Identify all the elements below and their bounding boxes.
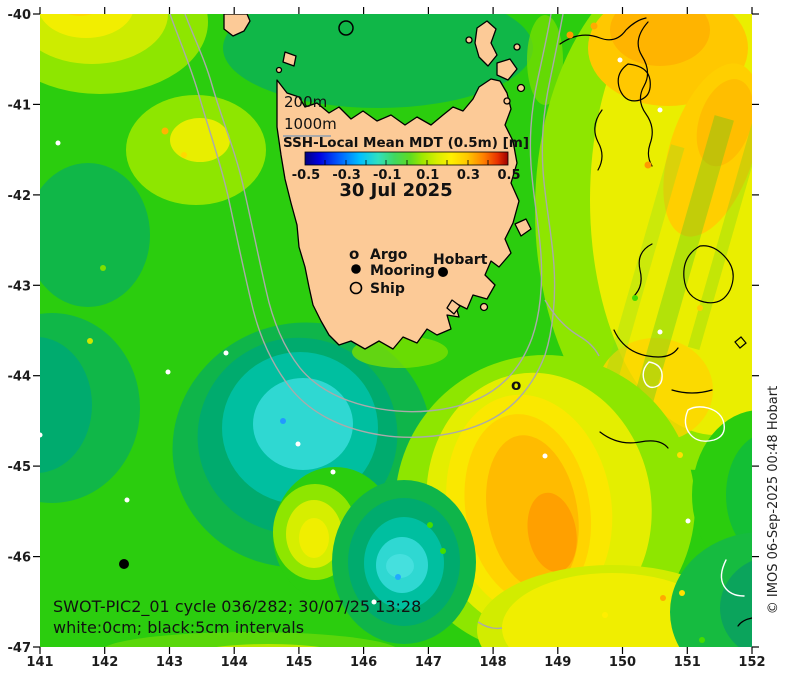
x-tick-label: 151	[674, 655, 701, 670]
x-tick-label: 146	[350, 655, 377, 670]
y-axis-labels: -40 -41 -42 -43 -44 -45 -46 -47	[8, 8, 32, 656]
caption-line1: SWOT-PIC2_01 cycle 036/282; 30/07/25 13:…	[53, 597, 421, 617]
contours-5cm	[559, 17, 752, 627]
mooring-marker	[119, 559, 129, 569]
argo-marker: o	[511, 376, 521, 394]
colorbar-title: SSH-Local Mean MDT (0.5m) [m]	[283, 135, 529, 151]
colorbar-tick-3: 0.1	[416, 168, 439, 183]
axis-ticks	[33, 7, 759, 654]
caption-line2: white:0cm; black:5cm intervals	[53, 618, 304, 637]
depth-1000-label: 1000m	[284, 115, 337, 133]
ship-legend-symbol	[349, 281, 363, 295]
x-axis-labels: 141 142 143 144 145 146 147 148 149 150 …	[26, 655, 765, 670]
x-tick-label: 143	[156, 655, 183, 670]
ship-legend-label: Ship	[370, 281, 405, 297]
y-tick-label: -44	[8, 370, 32, 385]
x-tick-label: 142	[91, 655, 118, 670]
x-tick-label: 144	[221, 655, 248, 670]
argo-legend-symbol: o	[349, 245, 359, 263]
colorbar-tick-5: 0.5	[497, 168, 520, 183]
x-tick-label: 149	[544, 655, 571, 670]
argo-legend-label: Argo	[370, 247, 408, 263]
contours-0cm	[642, 361, 745, 597]
y-tick-label: -42	[8, 189, 32, 204]
y-tick-label: -40	[8, 8, 32, 23]
y-tick-label: -46	[8, 551, 32, 566]
colorbar-tick-1: -0.3	[332, 168, 360, 183]
argo-float-dots	[40, 22, 705, 643]
colorbar	[304, 151, 509, 166]
tasmania-landmass	[223, 14, 532, 350]
hobart-dot	[438, 267, 448, 277]
x-tick-label: 148	[480, 655, 507, 670]
y-tick-label: -47	[8, 641, 32, 656]
colorbar-tick-4: 0.3	[457, 168, 480, 183]
legend-overlay: 200m 1000m SSH-Local Mean MDT (0.5m) [m]…	[283, 93, 529, 297]
x-tick-label: 147	[415, 655, 442, 670]
colorbar-tick-0: -0.5	[292, 168, 320, 183]
copyright-text: © IMOS 06-Sep-2025 00:48 Hobart	[766, 386, 781, 614]
colorbar-ticks	[324, 160, 489, 165]
x-tick-label: 150	[609, 655, 636, 670]
y-tick-label: -45	[8, 460, 32, 475]
mooring-legend-symbol	[351, 264, 361, 274]
x-tick-label: 145	[285, 655, 312, 670]
y-tick-label: -41	[8, 98, 32, 113]
x-tick-label: 141	[26, 655, 53, 670]
map-date: 30 Jul 2025	[339, 180, 452, 201]
depth-200-label: 200m	[284, 93, 327, 111]
y-tick-label: -43	[8, 279, 32, 294]
ship-marker	[338, 20, 354, 36]
bathymetry-contours	[169, 14, 600, 630]
mooring-legend-label: Mooring	[370, 263, 435, 279]
hobart-label: Hobart	[433, 252, 488, 268]
colorbar-tick-2: -0.1	[373, 168, 401, 183]
x-tick-label: 152	[738, 655, 765, 670]
